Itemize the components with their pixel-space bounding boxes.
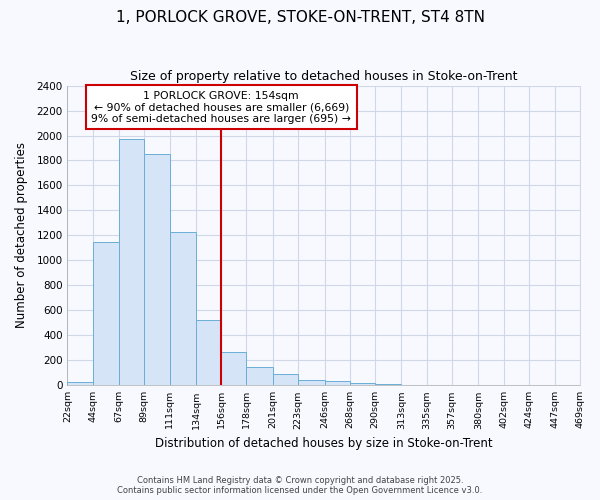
Y-axis label: Number of detached properties: Number of detached properties (15, 142, 28, 328)
Text: Contains HM Land Registry data © Crown copyright and database right 2025.
Contai: Contains HM Land Registry data © Crown c… (118, 476, 482, 495)
Bar (221, 352, 247, 386)
Bar (247, 366, 273, 386)
Bar (145, 154, 170, 386)
Bar (325, 381, 350, 386)
Bar (375, 384, 401, 386)
Text: 1 PORLOCK GROVE: 154sqm
← 90% of detached houses are smaller (6,669)
9% of semi-: 1 PORLOCK GROVE: 154sqm ← 90% of detache… (91, 90, 351, 124)
Bar (170, 232, 196, 386)
Bar (273, 374, 298, 386)
Bar (350, 383, 375, 386)
X-axis label: Distribution of detached houses by size in Stoke-on-Trent: Distribution of detached houses by size … (155, 437, 493, 450)
Bar (196, 320, 221, 386)
Text: 1, PORLOCK GROVE, STOKE-ON-TRENT, ST4 8TN: 1, PORLOCK GROVE, STOKE-ON-TRENT, ST4 8T… (115, 10, 485, 25)
Bar (67, 382, 92, 386)
Bar (92, 242, 119, 386)
Bar (298, 380, 325, 386)
Title: Size of property relative to detached houses in Stoke-on-Trent: Size of property relative to detached ho… (130, 70, 518, 83)
Bar (119, 140, 145, 386)
